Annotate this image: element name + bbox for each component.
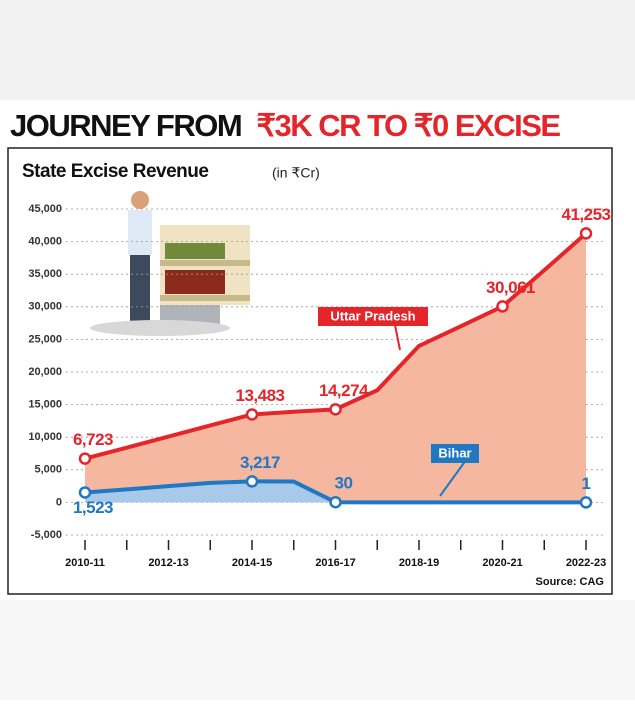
x-tick-label: 2012-13	[148, 557, 188, 569]
value-label: 41,253	[562, 205, 611, 224]
point	[579, 496, 593, 509]
y-tick-label: -5,000	[31, 529, 62, 541]
source: Source: CAG	[536, 576, 604, 588]
y-tick-label: 25,000	[28, 333, 62, 345]
y-tick-label: 45,000	[28, 203, 62, 215]
title-part: ₹3K CR TO ₹0 EXCISE	[256, 108, 560, 143]
series-label-box	[318, 307, 428, 326]
subtitle: State Excise Revenue	[22, 161, 208, 182]
unit: (in ₹Cr)	[272, 165, 320, 181]
x-tick-label: 2022-23	[566, 557, 606, 569]
point	[329, 495, 342, 509]
frame	[7, 147, 613, 595]
value-label: 3,217	[240, 453, 280, 472]
value-label: 1	[582, 474, 591, 493]
x-tick-label: 2010-11	[65, 557, 105, 569]
value-label: 6,723	[73, 430, 113, 449]
y-tick-label: 15,000	[28, 399, 62, 411]
y-tick-label: 10,000	[28, 431, 62, 443]
point	[496, 300, 509, 313]
value-label: 13,483	[236, 386, 285, 405]
x-tick-label: 2016-17	[315, 557, 355, 569]
x-tick-label: 2014-15	[232, 557, 272, 569]
point	[245, 475, 259, 488]
y-tick-label: 30,000	[28, 301, 62, 313]
x-tick-label: 2020-21	[482, 557, 522, 569]
point	[78, 452, 92, 465]
illustration	[90, 191, 250, 336]
bottom-band	[0, 600, 635, 700]
y-tick-label: 5,000	[34, 464, 62, 476]
value-label: 30,061	[486, 278, 535, 297]
top-band	[0, 0, 635, 100]
label-connector	[394, 324, 401, 351]
y-tick-label: 0	[56, 496, 62, 508]
area	[85, 481, 586, 503]
y-tick-label: 40,000	[28, 236, 62, 248]
series-label: Bihar	[438, 445, 471, 460]
point	[245, 408, 259, 421]
value-label: 1,523	[73, 498, 113, 517]
label-connector	[439, 461, 466, 497]
series-label: Uttar Pradesh	[330, 308, 415, 323]
point	[329, 403, 342, 416]
area	[85, 233, 586, 503]
x-tick-label: 2018-19	[399, 557, 439, 569]
value-label: 30	[335, 474, 353, 493]
title-part: JOURNEY FROM	[10, 108, 241, 143]
series-label-box	[431, 444, 479, 463]
y-tick-label: 35,000	[28, 268, 62, 280]
point	[78, 486, 92, 499]
value-label: 14,274	[319, 381, 369, 400]
y-tick-label: 20,000	[28, 366, 62, 378]
chart-title: JOURNEY FROM ₹3K CR TO ₹0 EXCISE	[10, 108, 560, 143]
point	[579, 227, 593, 240]
